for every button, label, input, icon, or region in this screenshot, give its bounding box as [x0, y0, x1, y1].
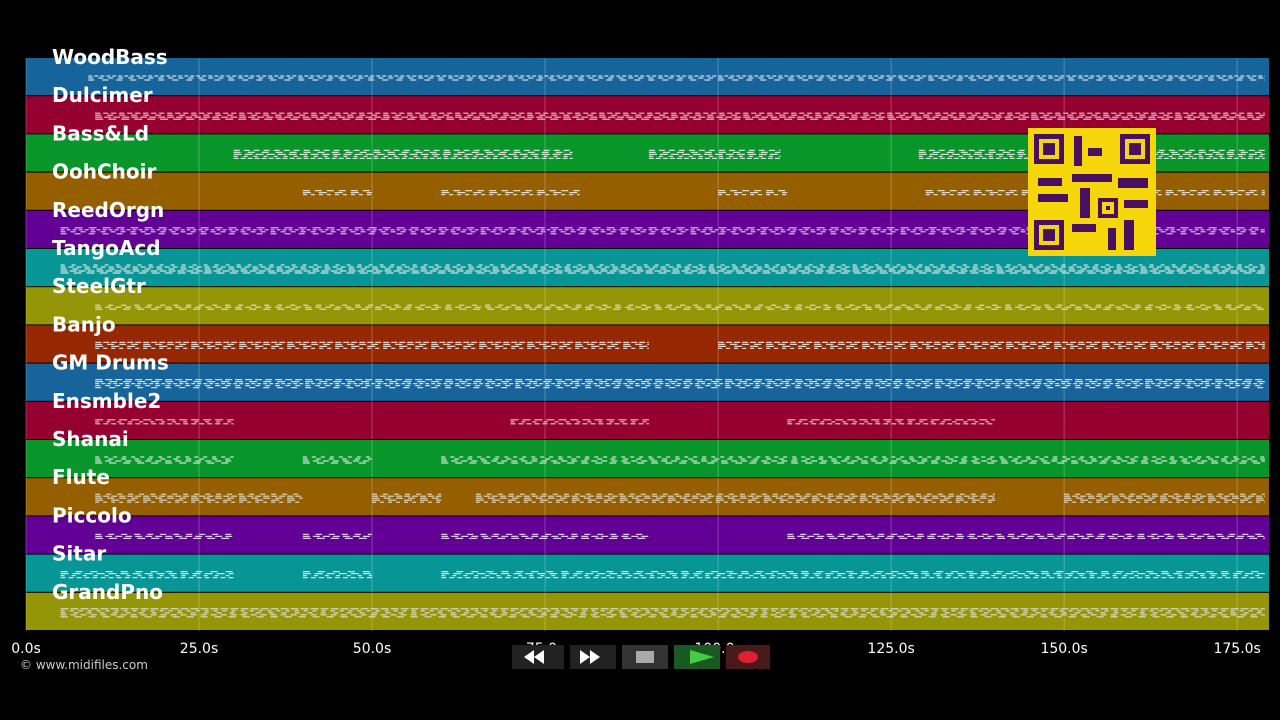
x-tick-label: 25.0s	[180, 641, 218, 657]
track-name: WoodBass	[52, 45, 168, 69]
track-labels: WoodBass Dulcimer Bass&Ld OohChoir ReedOrgn T…	[52, 45, 169, 604]
x-tick-label: 0.0s	[11, 641, 41, 657]
track-name: ReedOrgn	[52, 198, 164, 222]
track-name: Banjo	[52, 312, 116, 336]
track-name: GM Drums	[52, 351, 169, 375]
track-name: OohChoir	[52, 160, 156, 184]
track-name: Dulcimer	[52, 83, 153, 107]
track-name: Ensmble2	[52, 389, 161, 413]
track-name: Piccolo	[52, 503, 132, 527]
x-tick-label: 125.0s	[867, 641, 914, 657]
track-band	[26, 440, 1269, 478]
rewind-button[interactable]	[512, 645, 564, 669]
x-tick-label: 175.0s	[1213, 641, 1260, 657]
track-name: Sitar	[52, 542, 106, 566]
transport	[512, 645, 770, 669]
track-name: Bass&Ld	[52, 121, 149, 145]
x-tick-label: 150.0s	[1040, 641, 1087, 657]
record-button[interactable]	[726, 645, 770, 669]
qr-code	[1028, 128, 1156, 256]
x-tick-label: 50.0s	[353, 641, 391, 657]
copyright: © www.midifiles.com	[20, 658, 148, 672]
play-button[interactable]	[674, 645, 720, 669]
track-name: TangoAcd	[52, 236, 161, 260]
fast-forward-button[interactable]	[570, 645, 616, 669]
track-name: Shanai	[52, 427, 129, 451]
stop-button[interactable]	[622, 645, 668, 669]
track-name: SteelGtr	[52, 274, 146, 298]
track-name: Flute	[52, 465, 110, 489]
notes	[60, 75, 1265, 618]
track-name: GrandPno	[52, 580, 163, 604]
